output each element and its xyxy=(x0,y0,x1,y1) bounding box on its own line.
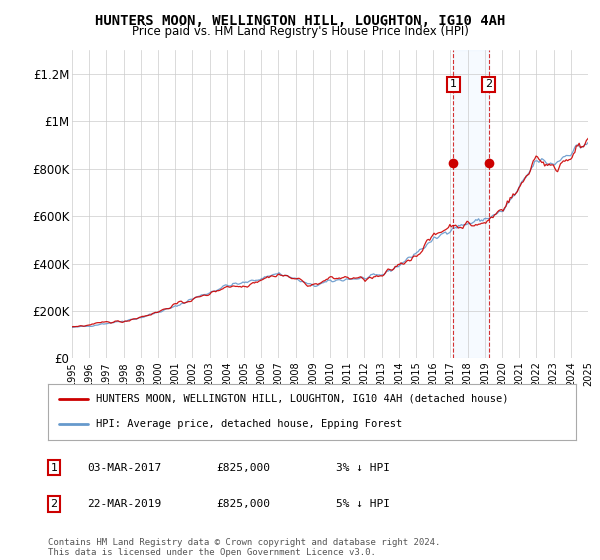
Text: 3% ↓ HPI: 3% ↓ HPI xyxy=(336,463,390,473)
Bar xyxy=(454,50,488,358)
Text: 5% ↓ HPI: 5% ↓ HPI xyxy=(336,499,390,509)
Text: HPI: Average price, detached house, Epping Forest: HPI: Average price, detached house, Eppi… xyxy=(95,419,402,430)
Text: 1: 1 xyxy=(50,463,58,473)
Text: Price paid vs. HM Land Registry's House Price Index (HPI): Price paid vs. HM Land Registry's House … xyxy=(131,25,469,38)
Text: 03-MAR-2017: 03-MAR-2017 xyxy=(87,463,161,473)
Text: HUNTERS MOON, WELLINGTON HILL, LOUGHTON, IG10 4AH: HUNTERS MOON, WELLINGTON HILL, LOUGHTON,… xyxy=(95,14,505,28)
Text: 22-MAR-2019: 22-MAR-2019 xyxy=(87,499,161,509)
Text: £825,000: £825,000 xyxy=(216,499,270,509)
Text: 1: 1 xyxy=(450,80,457,89)
Text: HUNTERS MOON, WELLINGTON HILL, LOUGHTON, IG10 4AH (detached house): HUNTERS MOON, WELLINGTON HILL, LOUGHTON,… xyxy=(95,394,508,404)
Text: 2: 2 xyxy=(50,499,58,509)
Text: 2: 2 xyxy=(485,80,492,89)
Text: £825,000: £825,000 xyxy=(216,463,270,473)
Text: Contains HM Land Registry data © Crown copyright and database right 2024.
This d: Contains HM Land Registry data © Crown c… xyxy=(48,538,440,557)
